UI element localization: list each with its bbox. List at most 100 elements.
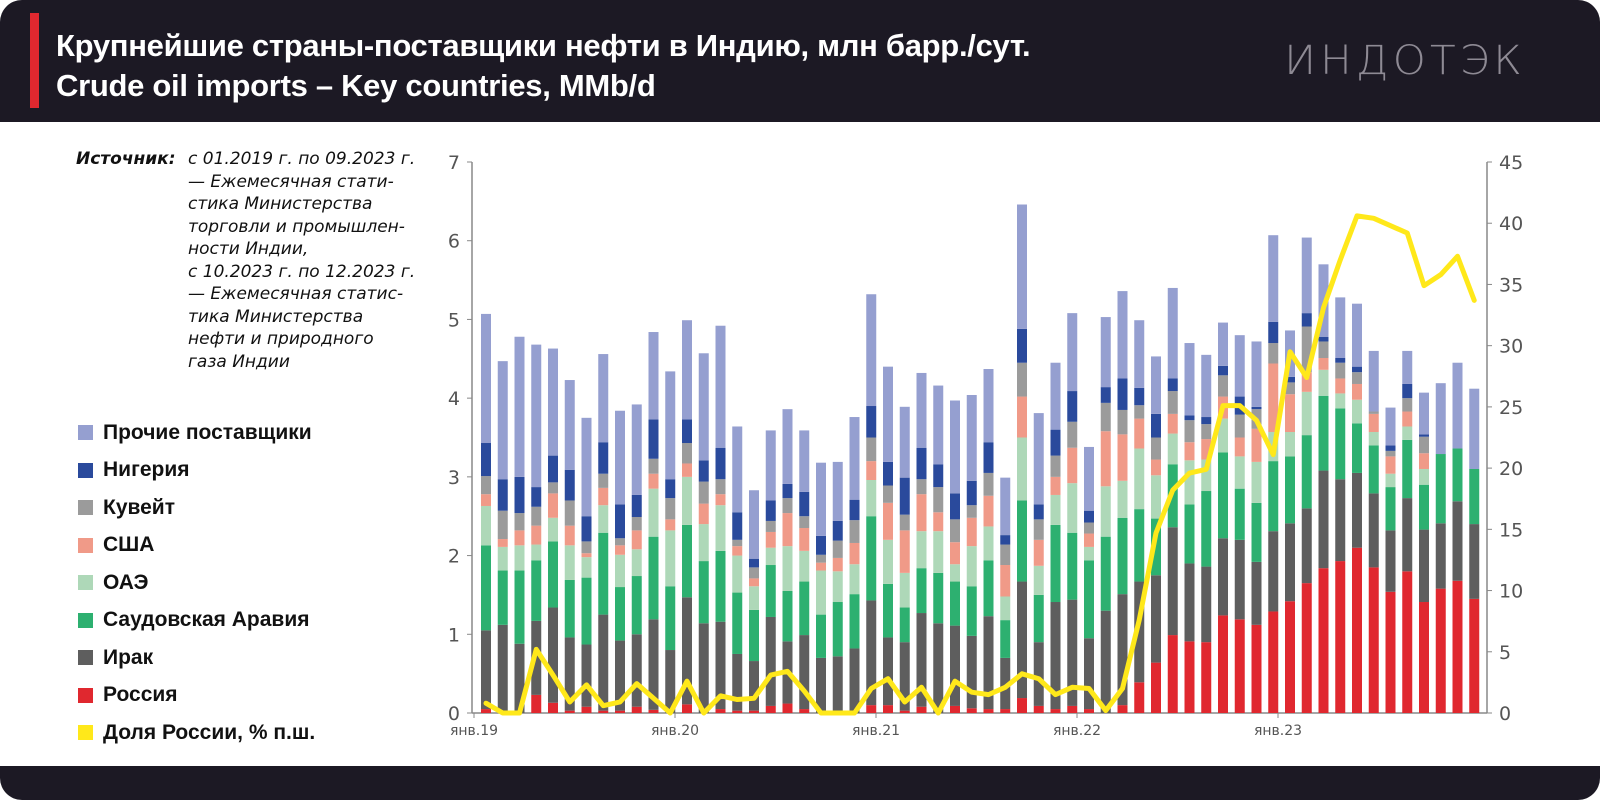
bar-segment-Прочие-поставщики — [682, 320, 692, 420]
legend-swatch — [78, 612, 93, 628]
legend-item-uae: ОАЭ — [78, 564, 315, 602]
bar-segment-Прочие-поставщики — [899, 406, 910, 478]
bar-segment-Саудовская-Аравия — [1452, 448, 1463, 502]
bar-segment-Кувейт — [1402, 398, 1413, 412]
bar-segment-Кувейт — [966, 505, 977, 518]
bar-segment-Россия — [1368, 567, 1379, 713]
bar-segment-Саудовская-Аравия — [1335, 408, 1346, 480]
bar-segment-США — [1134, 418, 1145, 449]
bar-segment-ОАЭ — [1000, 596, 1011, 621]
bar-segment-США — [682, 463, 692, 477]
bar-segment-Ирак — [1268, 531, 1279, 612]
bar-segment-Ирак — [732, 653, 743, 711]
bar-segment-ОАЭ — [1402, 426, 1413, 440]
bar-segment-Кувейт — [1268, 343, 1279, 364]
bar-segment-ОАЭ — [883, 539, 893, 584]
bar-segment-Россия — [1285, 601, 1295, 713]
bar-segment-Саудовская-Аравия — [1117, 517, 1128, 595]
bar-segment-Саудовская-Аравия — [782, 590, 793, 642]
bar-segment-Прочие-поставщики — [1117, 291, 1128, 379]
bar-segment-Ирак — [698, 623, 709, 713]
bar-segment-Нигерия — [799, 491, 810, 517]
bar-segment-Россия — [581, 706, 592, 713]
legend: Прочие поставщики Нигерия Кувейт США ОАЭ… — [78, 414, 315, 752]
bar-segment-США — [1167, 413, 1178, 434]
bar-segment-ОАЭ — [1234, 456, 1245, 489]
bar-segment-Кувейт — [715, 479, 726, 495]
bar-segment-Саудовская-Аравия — [749, 609, 759, 662]
bar-segment-Саудовская-Аравия — [564, 579, 575, 638]
bar-segment-Ирак — [1435, 523, 1446, 589]
bar-segment-Прочие-поставщики — [581, 417, 592, 517]
bar-segment-Прочие-поставщики — [615, 410, 625, 505]
bar-segment-Саудовская-Аравия — [1352, 423, 1362, 473]
bar-segment-Прочие-поставщики — [1100, 317, 1111, 388]
left-tick-label: 3 — [448, 467, 460, 489]
bar-segment-Прочие-поставщики — [564, 380, 575, 470]
bar-segment-Кувейт — [1033, 519, 1044, 540]
bar-segment-Нигерия — [514, 476, 525, 514]
bar-segment-Нигерия — [866, 406, 877, 438]
bar-segment-Нигерия — [1151, 413, 1161, 438]
bar-segment-Саудовская-Аравия — [598, 532, 609, 615]
bar-segment-Россия — [916, 706, 927, 713]
legend-label: ОАЭ — [103, 570, 149, 594]
bar-segment-Прочие-поставщики — [1033, 413, 1044, 505]
bar-segment-Нигерия — [950, 493, 960, 520]
bar-segment-ОАЭ — [1301, 391, 1312, 436]
bar-segment-Ирак — [564, 637, 575, 711]
legend-item-saudi: Саудовская Аравия — [78, 602, 315, 640]
bar-segment-ОАЭ — [715, 505, 726, 551]
bar-segment-Ирак — [631, 634, 642, 707]
legend-swatch — [78, 725, 93, 741]
bar-segment-Россия — [1033, 705, 1044, 713]
bar-segment-Кувейт — [1017, 362, 1027, 397]
bar-segment-США — [1402, 411, 1413, 427]
bar-segment-США — [1251, 428, 1262, 462]
bar-segment-Ирак — [1167, 527, 1178, 636]
bar-segment-ОАЭ — [1017, 437, 1027, 501]
bar-segment-Кувейт — [1234, 414, 1245, 438]
bar-segment-Саудовская-Аравия — [1234, 488, 1245, 540]
bar-segment-Прочие-поставщики — [1184, 343, 1195, 416]
title-en: Crude oil imports – Key countries, MMb/d — [56, 68, 656, 103]
source-label: Источник: — [76, 149, 176, 169]
bar-segment-Прочие-поставщики — [497, 361, 508, 480]
bar-segment-Ирак — [832, 656, 843, 713]
bar-segment-Прочие-поставщики — [1000, 477, 1011, 536]
bar-segment-Нигерия — [1201, 417, 1212, 425]
bar-segment-Ирак — [1452, 501, 1463, 581]
bar-segment-Саудовская-Аравия — [1134, 509, 1145, 582]
bar-segment-Прочие-поставщики — [1268, 235, 1279, 322]
bar-segment-Саудовская-Аравия — [866, 516, 877, 601]
bar-segment-ОАЭ — [1352, 399, 1362, 424]
legend-label: Нигерия — [103, 458, 190, 482]
right-tick-label: 45 — [1499, 152, 1523, 174]
bar-segment-Саудовская-Аравия — [682, 524, 692, 598]
bar-segment-ОАЭ — [698, 524, 709, 562]
bar-segment-Кувейт — [514, 513, 525, 531]
bar-segment-Кувейт — [698, 481, 709, 504]
bar-segment-США — [648, 473, 659, 489]
bar-segment-США — [1100, 431, 1111, 487]
bar-segment-Саудовская-Аравия — [497, 570, 508, 625]
left-tick-label: 0 — [448, 703, 460, 725]
bar-segment-Кувейт — [1301, 326, 1312, 373]
bar-segment-Прочие-поставщики — [749, 490, 759, 559]
x-tick-label: янв.22 — [1053, 723, 1101, 739]
bar-segment-Саудовская-Аравия — [1469, 468, 1480, 525]
bar-segment-Саудовская-Аравия — [849, 594, 860, 649]
bar-segment-Саудовская-Аравия — [832, 602, 843, 657]
bar-segment-Саудовская-Аравия — [966, 586, 977, 636]
bar-segment-Прочие-поставщики — [732, 426, 743, 513]
bar-segment-Прочие-поставщики — [1402, 350, 1413, 384]
bar-segment-Россия — [1301, 583, 1312, 713]
bar-segment-Прочие-поставщики — [883, 366, 893, 462]
bar-segment-Прочие-поставщики — [481, 313, 491, 444]
bar-segment-Ирак — [1134, 581, 1145, 683]
bar-segment-ОАЭ — [1285, 431, 1295, 457]
bar-segment-Россия — [631, 706, 642, 713]
bar-segment-Нигерия — [548, 455, 558, 483]
bar-segment-ОАЭ — [1218, 418, 1228, 453]
bar-segment-ОАЭ — [765, 547, 776, 566]
